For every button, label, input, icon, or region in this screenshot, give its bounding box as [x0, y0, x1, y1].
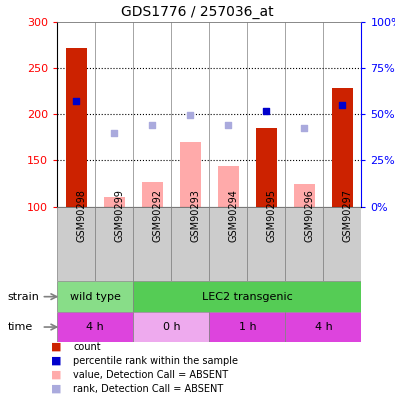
Bar [66, 48, 87, 207]
Text: GSM90296: GSM90296 [305, 189, 314, 242]
Bar [285, 312, 361, 342]
Text: GSM90297: GSM90297 [342, 189, 352, 242]
Text: GSM90292: GSM90292 [152, 189, 162, 242]
Bar [142, 182, 163, 207]
Bar [294, 184, 315, 207]
Point [111, 130, 117, 136]
Text: ■: ■ [51, 370, 62, 380]
Text: 4 h: 4 h [314, 322, 332, 332]
Point [339, 102, 346, 109]
Text: count: count [73, 342, 101, 352]
Text: percentile rank within the sample: percentile rank within the sample [73, 356, 238, 366]
Bar [324, 207, 361, 281]
Bar [95, 207, 134, 281]
Bar [57, 312, 134, 342]
Bar [180, 142, 201, 207]
Text: 1 h: 1 h [239, 322, 256, 332]
Bar [104, 197, 125, 207]
Text: GSM90298: GSM90298 [76, 189, 86, 242]
Bar [286, 207, 324, 281]
Text: ■: ■ [51, 342, 62, 352]
Text: GSM90299: GSM90299 [114, 189, 124, 242]
Text: ■: ■ [51, 384, 62, 394]
Bar [209, 312, 286, 342]
Text: wild type: wild type [70, 292, 121, 302]
Text: GSM90293: GSM90293 [190, 189, 200, 242]
Text: GSM90295: GSM90295 [266, 189, 276, 242]
Text: GSM90294: GSM90294 [228, 189, 238, 242]
Bar [57, 207, 95, 281]
Text: ■: ■ [51, 356, 62, 366]
Bar [209, 207, 247, 281]
Point [263, 107, 269, 114]
Point [149, 122, 156, 129]
Bar [171, 207, 209, 281]
Bar [332, 88, 353, 207]
Point [225, 122, 231, 129]
Point [301, 125, 308, 132]
Text: value, Detection Call = ABSENT: value, Detection Call = ABSENT [73, 370, 228, 380]
Point [187, 112, 194, 119]
Bar [256, 128, 277, 207]
Text: 4 h: 4 h [87, 322, 104, 332]
Text: 0 h: 0 h [162, 322, 180, 332]
Text: strain: strain [8, 292, 40, 302]
Bar [57, 281, 134, 312]
Point [73, 97, 79, 104]
Text: LEC2 transgenic: LEC2 transgenic [202, 292, 293, 302]
Text: rank, Detection Call = ABSENT: rank, Detection Call = ABSENT [73, 384, 223, 394]
Bar [134, 207, 171, 281]
Bar [134, 281, 361, 312]
Bar [247, 207, 286, 281]
Text: time: time [8, 322, 33, 332]
Text: GDS1776 / 257036_at: GDS1776 / 257036_at [121, 5, 274, 19]
Bar [218, 166, 239, 207]
Bar [134, 312, 209, 342]
